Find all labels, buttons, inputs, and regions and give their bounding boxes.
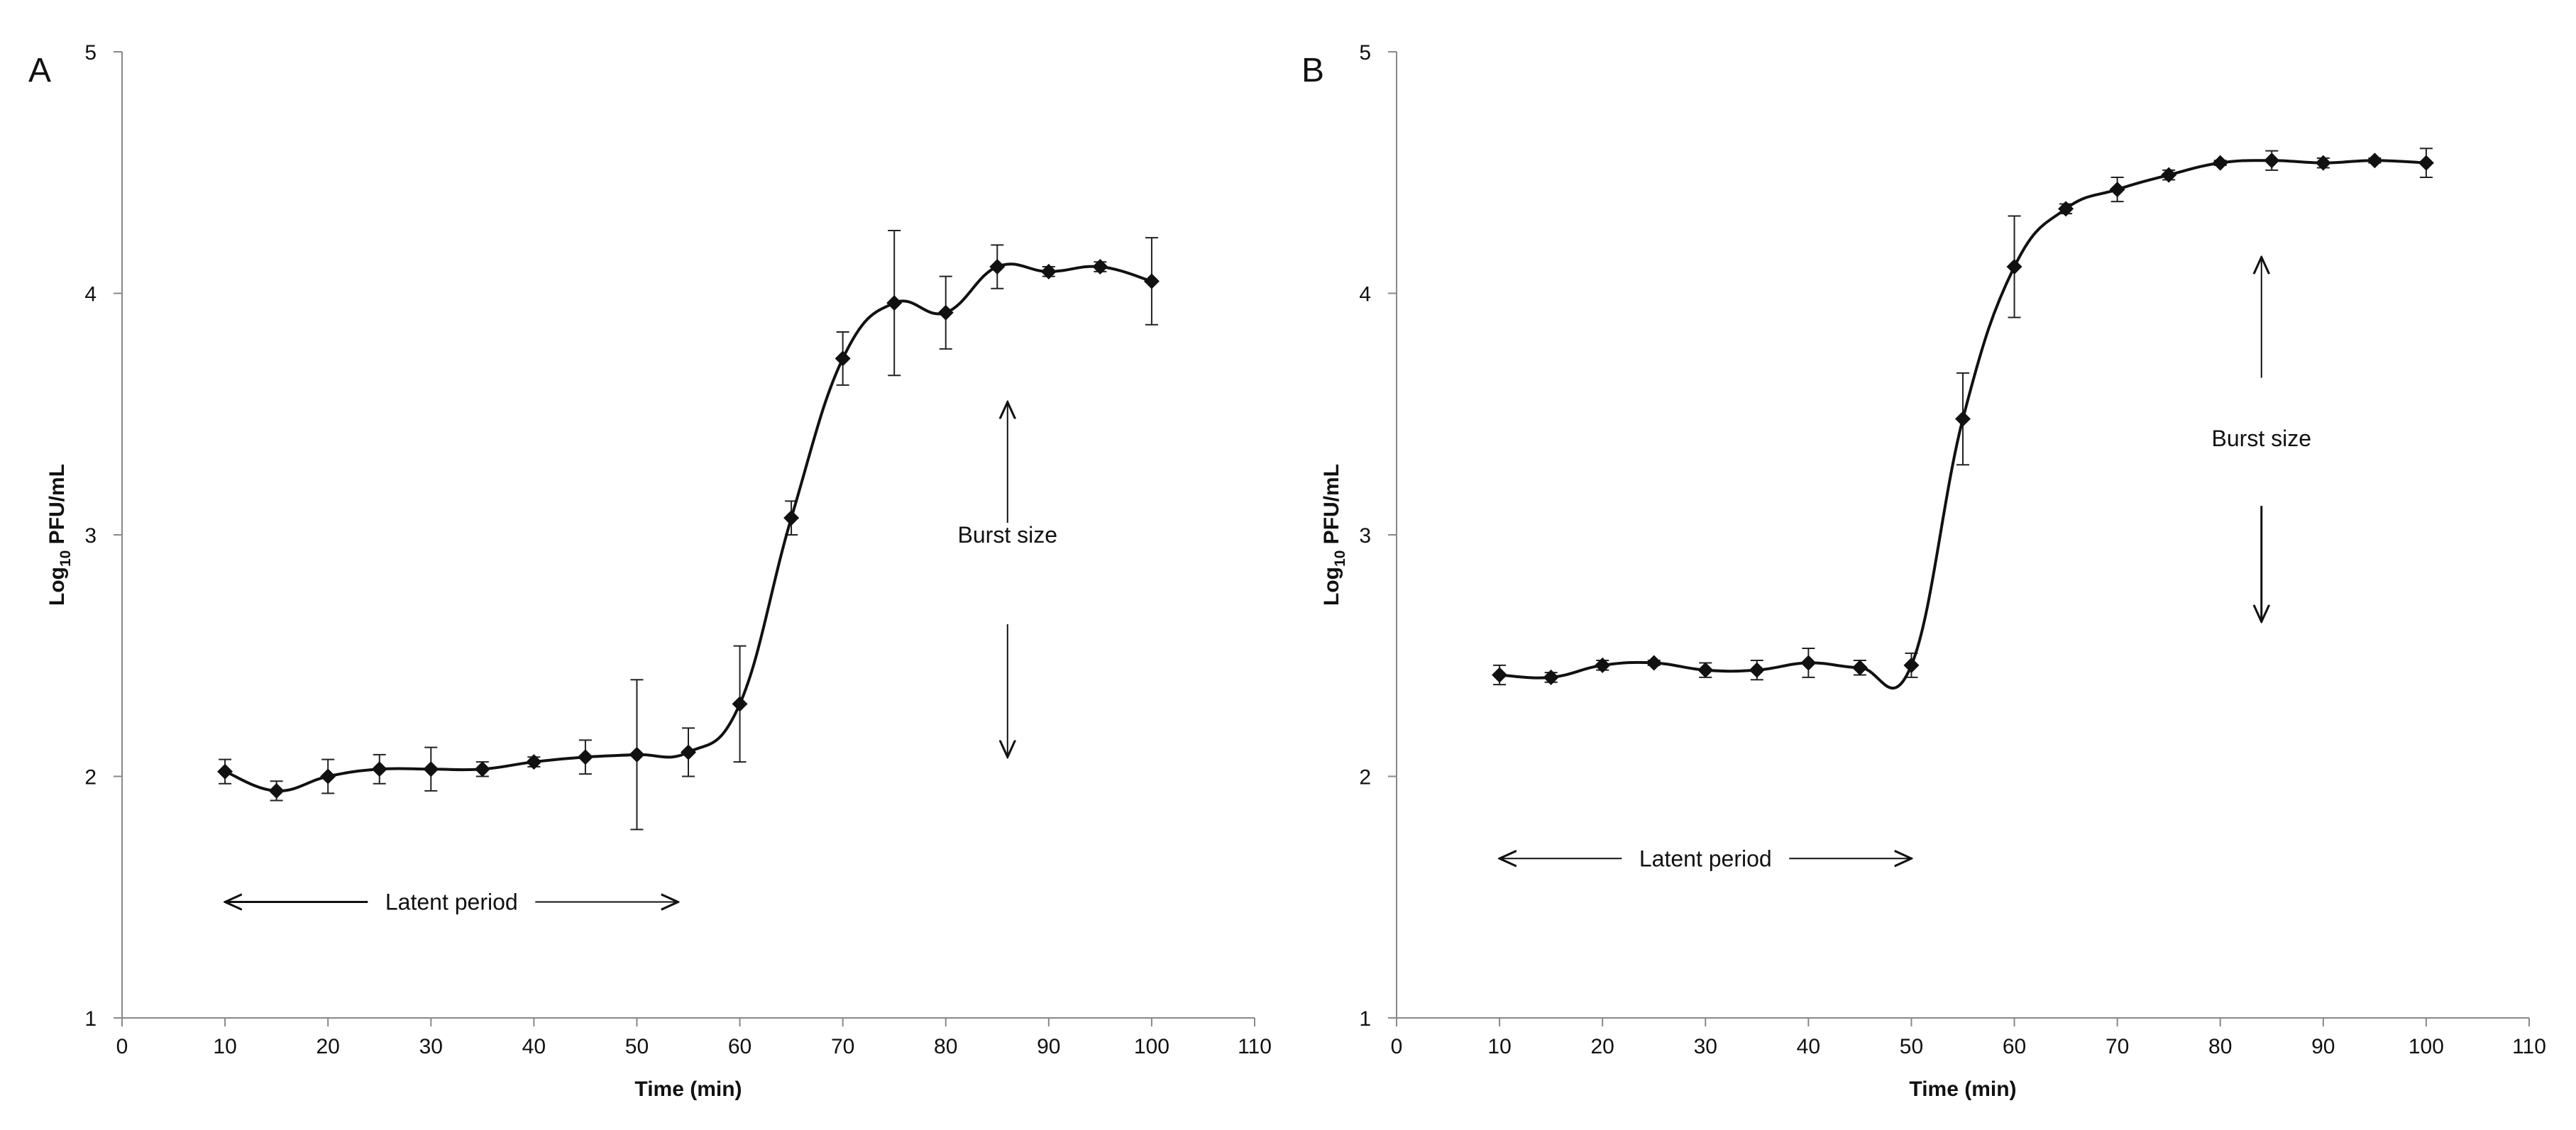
data-point [423, 761, 439, 777]
x-tick-label: 90 [2311, 1035, 2335, 1058]
x-tick-label: 110 [1238, 1035, 1272, 1058]
data-point [937, 304, 954, 321]
data-point [2161, 167, 2177, 183]
data-point [989, 259, 1006, 275]
data-point [1851, 660, 1868, 676]
x-tick-label: 40 [1797, 1035, 1820, 1058]
x-tick-label: 70 [831, 1035, 854, 1058]
data-point [629, 746, 645, 763]
data-point [577, 749, 593, 765]
x-tick-label: 50 [1900, 1035, 1923, 1058]
y-axis-title-unit: PFU/mL [45, 464, 69, 550]
y-axis-title-main: Log [45, 567, 69, 606]
y-tick-label: 2 [1359, 766, 1371, 790]
data-point [835, 350, 851, 367]
data-point [1092, 259, 1108, 275]
panel-label: A [28, 52, 51, 89]
data-point [2109, 182, 2125, 198]
data-point [2212, 155, 2228, 171]
data-point [1955, 411, 1971, 427]
data-point [2315, 155, 2331, 171]
data-point [886, 295, 903, 311]
x-tick-label: 0 [1391, 1035, 1403, 1058]
data-point [783, 510, 800, 526]
data-point [268, 782, 285, 799]
data-point [2367, 153, 2383, 169]
x-tick-label: 0 [116, 1035, 128, 1058]
x-tick-label: 20 [1590, 1035, 1614, 1058]
series-line [224, 262, 1152, 792]
x-axis-title: Time (min) [634, 1078, 742, 1101]
y-tick-label: 1 [1359, 1007, 1371, 1031]
data-point [320, 768, 336, 785]
burst-size-label: Burst size [2212, 426, 2311, 451]
x-tick-label: 60 [728, 1035, 752, 1058]
x-axis-title: Time (min) [1909, 1078, 2016, 1101]
data-point [732, 696, 748, 712]
data-point [681, 744, 696, 760]
latent-period-label: Latent period [385, 890, 518, 915]
data-point [2006, 259, 2022, 275]
y-tick-label: 3 [84, 524, 97, 548]
x-tick-label: 80 [934, 1035, 957, 1058]
data-point [474, 761, 490, 777]
x-tick-label: 70 [2106, 1035, 2129, 1058]
y-axis-title-subscript: 10 [1332, 550, 1348, 567]
x-tick-label: 40 [522, 1035, 546, 1058]
data-point [2264, 153, 2280, 169]
x-tick-label: 30 [1694, 1035, 1717, 1058]
x-tick-label: 100 [1134, 1035, 1169, 1058]
data-point [1143, 273, 1160, 289]
data-point [1040, 263, 1057, 279]
x-tick-label: 110 [2512, 1035, 2546, 1058]
x-tick-label: 10 [1487, 1035, 1511, 1058]
y-tick-label: 4 [84, 283, 97, 306]
x-tick-label: 30 [419, 1035, 443, 1058]
panel-a: 0 10 20 30 40 50 60 70 80 90 100 110 1 2 3 4 5 Time (min)… [28, 41, 1272, 1101]
y-tick-label: 1 [84, 1007, 97, 1031]
x-tick-label: 100 [2409, 1035, 2444, 1058]
y-axis-title: Log10 PFU/mL [1320, 464, 1348, 606]
data-point [1543, 669, 1559, 685]
data-point [2058, 201, 2074, 217]
data-point [371, 761, 387, 777]
data-point [1749, 662, 1765, 678]
y-tick-label: 4 [1359, 283, 1371, 306]
y-tick-label: 2 [84, 766, 97, 790]
y-tick-label: 3 [1359, 524, 1371, 548]
x-tick-label: 10 [213, 1035, 236, 1058]
burst-size-label: Burst size [958, 522, 1057, 548]
y-tick-label: 5 [84, 41, 97, 65]
data-point [1800, 655, 1817, 671]
data-point [1595, 657, 1611, 673]
data-point [2418, 155, 2434, 171]
data-point [1697, 662, 1714, 678]
data-point [526, 754, 542, 770]
y-tick-label: 5 [1359, 41, 1371, 65]
data-point [1646, 655, 1662, 671]
y-axis-title-subscript: 10 [57, 550, 74, 567]
data-point [1903, 657, 1920, 673]
x-tick-label: 20 [316, 1035, 339, 1058]
x-tick-label: 80 [2208, 1035, 2232, 1058]
y-axis-title-main: Log [1320, 567, 1343, 606]
series-line [1499, 159, 2427, 690]
x-tick-label: 60 [2003, 1035, 2026, 1058]
panel-label: B [1301, 52, 1324, 89]
x-tick-label: 50 [625, 1035, 649, 1058]
data-point [1492, 667, 1508, 683]
latent-period-label: Latent period [1639, 846, 1772, 871]
data-point [217, 763, 233, 780]
panel-b: 0 10 20 30 40 50 60 70 80 90 100 110 1 2 3 4 5 Time (min)… [1301, 41, 2546, 1101]
y-axis-title-unit: PFU/mL [1320, 464, 1343, 550]
x-tick-label: 90 [1037, 1035, 1060, 1058]
y-axis-title: Log10 PFU/mL [45, 464, 74, 606]
